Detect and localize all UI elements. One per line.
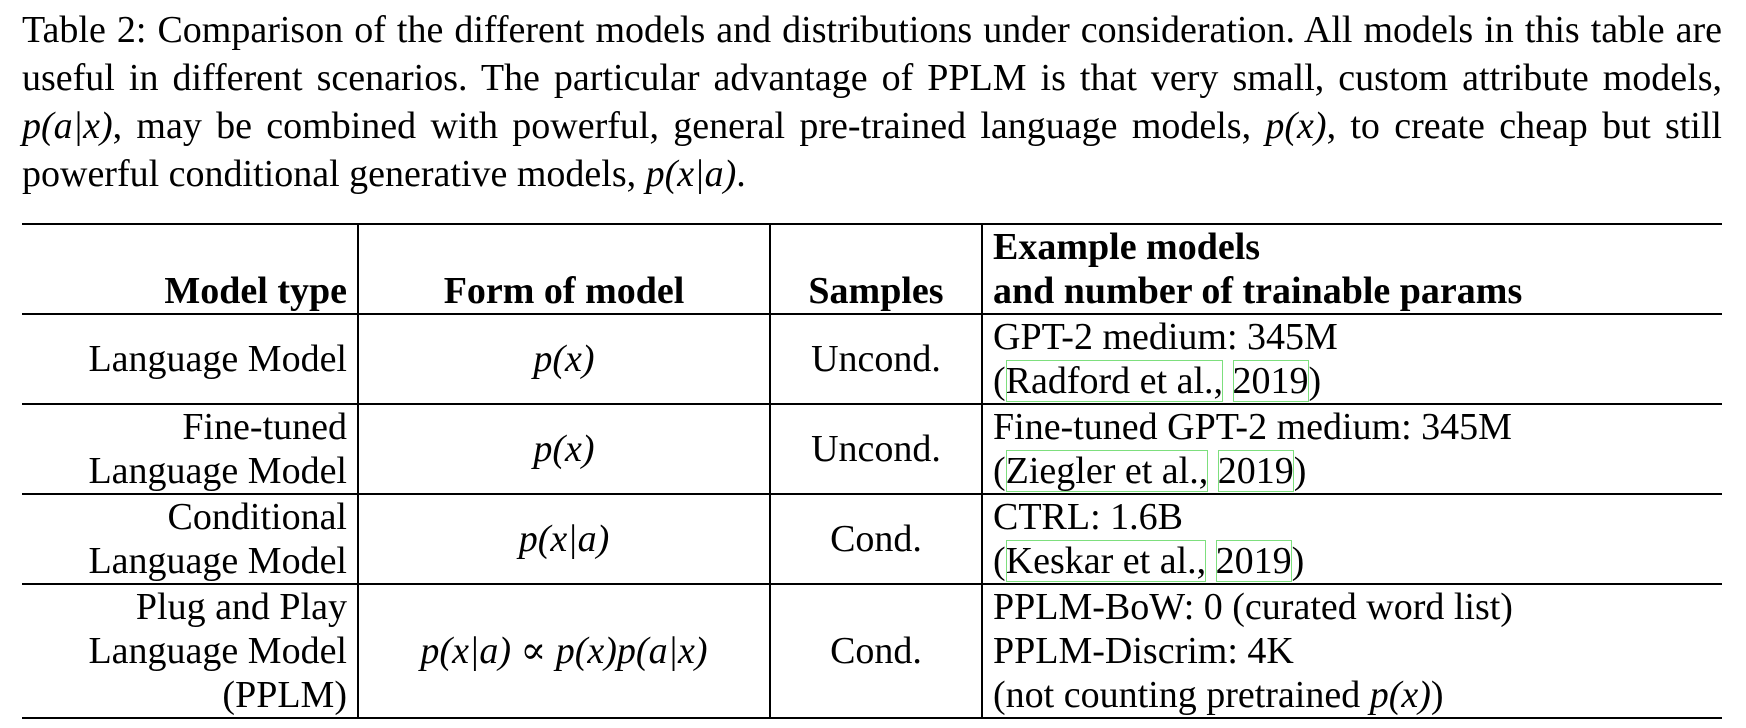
table-row: Language Model p(x) Uncond. GPT-2 medium… bbox=[22, 314, 1722, 404]
caption-math-language-model: p(x) bbox=[1265, 105, 1327, 147]
cell-model-type: Plug and Play Language Model (PPLM) bbox=[22, 584, 359, 718]
header-model-type: Model type bbox=[22, 224, 359, 314]
caption-math-conditional-model: p(x|a) bbox=[645, 153, 737, 195]
example-line: PPLM-Discrim: 4K bbox=[993, 630, 1294, 672]
cell-model-type: Conditional Language Model bbox=[22, 494, 359, 584]
cite-year-link[interactable]: 2019 bbox=[1215, 540, 1292, 582]
caption-text-3: , to create cheap but still powerful con… bbox=[22, 105, 1722, 195]
table-row: Fine-tuned Language Model p(x) Uncond. F… bbox=[22, 404, 1722, 494]
header-example-line-2: and number of trainable params bbox=[993, 270, 1523, 312]
cite-year-link[interactable]: 2019 bbox=[1217, 450, 1294, 492]
example-line: GPT-2 medium: 345M bbox=[993, 316, 1338, 358]
header-samples: Samples bbox=[770, 224, 983, 314]
example-citation: (Ziegler et al., 2019) bbox=[993, 449, 1712, 493]
cell-example: GPT-2 medium: 345M (Radford et al., 2019… bbox=[982, 314, 1722, 404]
cell-example: PPLM-BoW: 0 (curated word list) PPLM-Dis… bbox=[982, 584, 1722, 718]
example-line: Fine-tuned GPT-2 medium: 345M bbox=[993, 406, 1512, 448]
cite-author-link[interactable]: Ziegler et al., bbox=[1005, 450, 1209, 492]
example-line: CTRL: 1.6B bbox=[993, 496, 1184, 538]
model-type-line: Conditional bbox=[167, 496, 347, 538]
model-type-line: Language Model bbox=[88, 450, 347, 492]
cell-form: p(x|a) bbox=[358, 494, 771, 584]
header-form-of-model: Form of model bbox=[358, 224, 771, 314]
cell-example: Fine-tuned GPT-2 medium: 345M (Ziegler e… bbox=[982, 404, 1722, 494]
model-type-line: Plug and Play bbox=[135, 586, 347, 628]
header-example-line-1: Example models bbox=[993, 226, 1261, 268]
cell-form: p(x) bbox=[358, 314, 771, 404]
cite-author-link[interactable]: Radford et al., bbox=[1005, 360, 1224, 402]
cell-form: p(x) bbox=[358, 404, 771, 494]
model-type-line: (PPLM) bbox=[222, 674, 347, 716]
cell-model-type: Fine-tuned Language Model bbox=[22, 404, 359, 494]
cell-form: p(x|a) ∝ p(x)p(a|x) bbox=[358, 584, 771, 718]
table-row: Conditional Language Model p(x|a) Cond. … bbox=[22, 494, 1722, 584]
model-type-line: Language Model bbox=[88, 338, 347, 380]
cell-samples: Cond. bbox=[770, 584, 983, 718]
example-line-text: ) bbox=[1430, 674, 1444, 716]
table-header-row: Model type Form of model Samples Example… bbox=[22, 224, 1722, 314]
model-comparison-table: Model type Form of model Samples Example… bbox=[22, 223, 1722, 719]
table-caption: Table 2: Comparison of the different mod… bbox=[22, 6, 1722, 198]
cite-paren-close: ) bbox=[1308, 360, 1322, 402]
example-line: (not counting pretrained p(x)) bbox=[993, 673, 1712, 717]
cite-paren-open: ( bbox=[993, 360, 1006, 402]
cell-model-type: Language Model bbox=[22, 314, 359, 404]
example-line-math: p(x) bbox=[1369, 674, 1431, 716]
cell-samples: Uncond. bbox=[770, 314, 983, 404]
cell-samples: Cond. bbox=[770, 494, 983, 584]
caption-text-2: , may be combined with powerful, general… bbox=[112, 105, 1266, 147]
model-type-line: Language Model bbox=[88, 630, 347, 672]
example-line-text: (not counting pretrained bbox=[993, 674, 1370, 716]
example-citation: (Keskar et al., 2019) bbox=[993, 539, 1712, 583]
example-line: PPLM-BoW: 0 (curated word list) bbox=[993, 586, 1513, 628]
table-row: Plug and Play Language Model (PPLM) p(x|… bbox=[22, 584, 1722, 718]
cite-paren-close: ) bbox=[1291, 540, 1305, 582]
cite-year-link[interactable]: 2019 bbox=[1232, 360, 1309, 402]
cell-samples: Uncond. bbox=[770, 404, 983, 494]
cell-example: CTRL: 1.6B (Keskar et al., 2019) bbox=[982, 494, 1722, 584]
model-type-line: Language Model bbox=[88, 540, 347, 582]
cite-author-link[interactable]: Keskar et al., bbox=[1005, 540, 1207, 582]
caption-math-attribute-model: p(a|x) bbox=[22, 105, 113, 147]
cite-paren-open: ( bbox=[993, 540, 1006, 582]
caption-text-4: . bbox=[736, 153, 746, 195]
caption-text-1: Table 2: Comparison of the different mod… bbox=[22, 9, 1722, 99]
example-citation: (Radford et al., 2019) bbox=[993, 359, 1712, 403]
cite-paren-open: ( bbox=[993, 450, 1006, 492]
header-example-models: Example models and number of trainable p… bbox=[982, 224, 1722, 314]
model-type-line: Fine-tuned bbox=[182, 406, 347, 448]
cite-paren-close: ) bbox=[1293, 450, 1307, 492]
